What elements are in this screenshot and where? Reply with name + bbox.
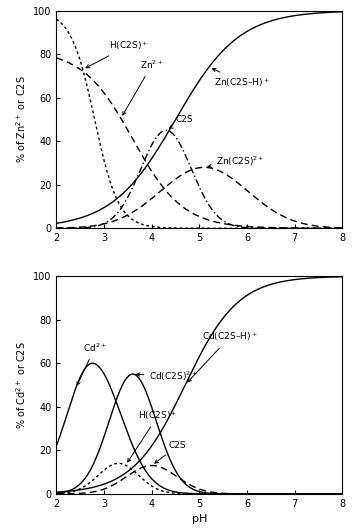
Y-axis label: % of Cd$^{2+}$ or C2S: % of Cd$^{2+}$ or C2S — [14, 341, 28, 429]
Text: Zn(C2S–H)$^+$: Zn(C2S–H)$^+$ — [213, 68, 270, 89]
Text: Cd(C2S–H)$^+$: Cd(C2S–H)$^+$ — [188, 331, 258, 382]
Text: Cd$^{2+}$: Cd$^{2+}$ — [77, 342, 107, 385]
Text: Cd(C2S)$^{2+}$: Cd(C2S)$^{2+}$ — [137, 370, 198, 383]
Text: Zn(C2S)$^{2+}$: Zn(C2S)$^{2+}$ — [208, 154, 265, 168]
Text: H(C2S)$^+$: H(C2S)$^+$ — [128, 409, 178, 462]
Text: H(C2S)$^+$: H(C2S)$^+$ — [86, 39, 148, 68]
Y-axis label: % of Zn$^{2+}$ or C2S: % of Zn$^{2+}$ or C2S — [14, 75, 28, 163]
Text: C2S: C2S — [169, 115, 193, 129]
Text: Zn$^{2+}$: Zn$^{2+}$ — [123, 59, 164, 115]
Text: C2S: C2S — [155, 441, 186, 463]
X-axis label: pH: pH — [192, 514, 207, 524]
